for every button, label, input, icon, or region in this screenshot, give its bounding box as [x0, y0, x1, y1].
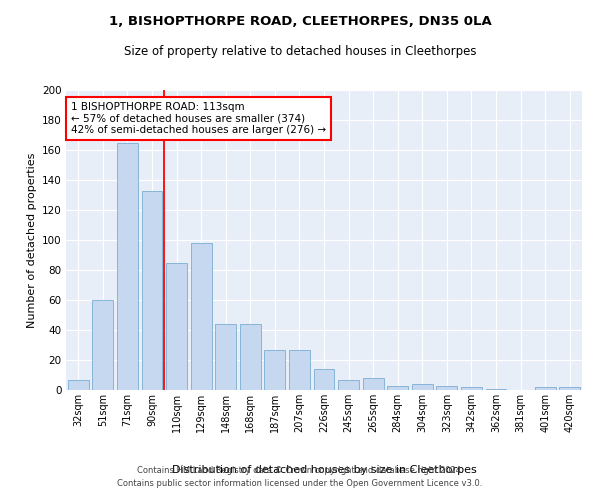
Bar — [461, 387, 482, 390]
Bar — [559, 387, 580, 390]
Bar — [289, 350, 310, 390]
Text: 1 BISHOPTHORPE ROAD: 113sqm
← 57% of detached houses are smaller (374)
42% of se: 1 BISHOPTHORPE ROAD: 113sqm ← 57% of det… — [71, 102, 326, 135]
Bar — [485, 388, 506, 390]
Bar — [338, 380, 359, 390]
Text: Distribution of detached houses by size in Cleethorpes: Distribution of detached houses by size … — [172, 465, 476, 475]
Bar — [265, 350, 286, 390]
Bar — [362, 378, 383, 390]
Bar — [215, 324, 236, 390]
Text: Size of property relative to detached houses in Cleethorpes: Size of property relative to detached ho… — [124, 45, 476, 58]
Bar — [166, 262, 187, 390]
Y-axis label: Number of detached properties: Number of detached properties — [26, 152, 37, 328]
Bar — [191, 243, 212, 390]
Bar — [117, 142, 138, 390]
Bar — [68, 380, 89, 390]
Bar — [387, 386, 408, 390]
Text: 1, BISHOPTHORPE ROAD, CLEETHORPES, DN35 0LA: 1, BISHOPTHORPE ROAD, CLEETHORPES, DN35 … — [109, 15, 491, 28]
Bar — [142, 190, 163, 390]
Bar — [436, 386, 457, 390]
Bar — [92, 300, 113, 390]
Bar — [240, 324, 261, 390]
Bar — [314, 369, 334, 390]
Text: Contains HM Land Registry data © Crown copyright and database right 2024.
Contai: Contains HM Land Registry data © Crown c… — [118, 466, 482, 487]
Bar — [412, 384, 433, 390]
Bar — [535, 387, 556, 390]
